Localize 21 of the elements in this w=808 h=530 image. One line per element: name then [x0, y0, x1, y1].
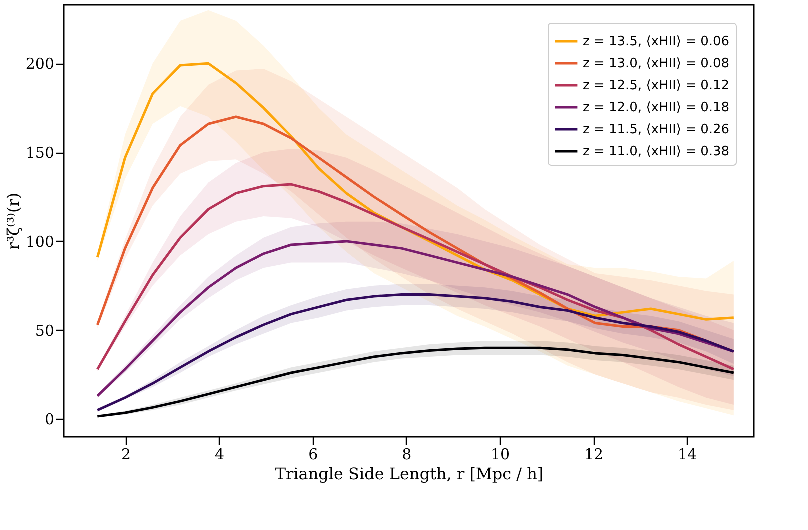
y-tick-label: 0 [44, 410, 54, 429]
legend-label: z = 13.5, ⟨xHII⟩ = 0.06 [583, 34, 730, 50]
x-tick-label: 12 [584, 446, 604, 464]
y-tick-label: 50 [35, 322, 54, 340]
legend-label: z = 12.0, ⟨xHII⟩ = 0.18 [583, 100, 730, 116]
y-tick-label: 150 [26, 144, 54, 162]
x-tick-label: 2 [121, 446, 132, 464]
legend-label: z = 11.0, ⟨xHII⟩ = 0.38 [583, 144, 730, 160]
x-tick-label: 10 [490, 446, 510, 464]
x-tick-label: 4 [215, 446, 225, 464]
x-tick-label: 8 [402, 446, 412, 464]
legend-label: z = 12.5, ⟨xHII⟩ = 0.12 [583, 78, 730, 94]
y-axis-title: r³ζ⁽³⁾(r) [4, 192, 23, 250]
y-tick-label: 200 [26, 55, 54, 74]
x-tick-label: 14 [678, 446, 698, 464]
y-tick-label: 100 [26, 232, 54, 251]
legend-label: z = 13.0, ⟨xHII⟩ = 0.08 [583, 56, 730, 72]
x-tick-label: 6 [308, 446, 318, 464]
line-series [96, 183, 736, 371]
x-axis-title: Triangle Side Length, r [Mpc / h] [275, 464, 544, 484]
legend-label: z = 11.5, ⟨xHII⟩ = 0.26 [583, 122, 730, 138]
